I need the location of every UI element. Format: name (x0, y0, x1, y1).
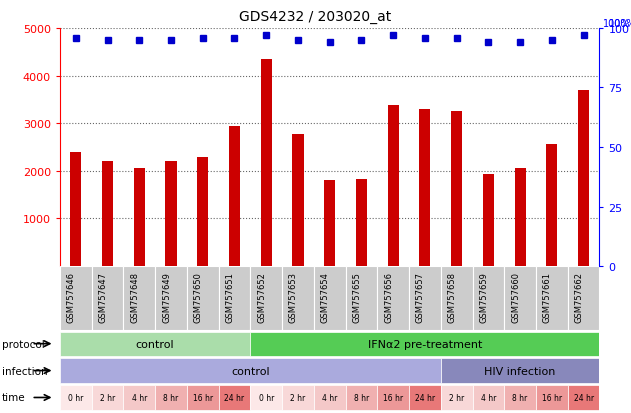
Text: 4 hr: 4 hr (132, 393, 147, 402)
Text: GSM757661: GSM757661 (543, 271, 552, 323)
Bar (514, 169, 526, 266)
FancyBboxPatch shape (187, 266, 218, 330)
Text: 8 hr: 8 hr (354, 393, 369, 402)
Text: 0 hr: 0 hr (68, 393, 83, 402)
Text: 0 hr: 0 hr (259, 393, 274, 402)
Text: GSM757654: GSM757654 (321, 271, 329, 322)
Text: GSM757646: GSM757646 (67, 271, 76, 323)
FancyBboxPatch shape (568, 385, 599, 410)
Text: 24 hr: 24 hr (415, 393, 435, 402)
FancyBboxPatch shape (124, 385, 155, 410)
Bar (546, 144, 557, 266)
FancyBboxPatch shape (124, 266, 155, 330)
Text: 24 hr: 24 hr (225, 393, 245, 402)
Bar (229, 126, 240, 266)
Text: GSM757649: GSM757649 (162, 271, 171, 322)
FancyBboxPatch shape (91, 266, 124, 330)
FancyBboxPatch shape (251, 266, 282, 330)
Text: GDS4232 / 203020_at: GDS4232 / 203020_at (239, 10, 392, 24)
Text: IFNα2 pre-treatment: IFNα2 pre-treatment (368, 339, 482, 349)
FancyBboxPatch shape (346, 266, 377, 330)
FancyBboxPatch shape (536, 266, 568, 330)
Text: 16 hr: 16 hr (542, 393, 562, 402)
Text: 100%: 100% (609, 19, 631, 29)
Text: 4 hr: 4 hr (322, 393, 338, 402)
Text: 8 hr: 8 hr (163, 393, 179, 402)
Bar (198, 158, 208, 266)
Text: GSM757651: GSM757651 (225, 271, 235, 322)
Text: infection: infection (2, 366, 47, 376)
FancyBboxPatch shape (568, 266, 599, 330)
Text: 8 hr: 8 hr (512, 393, 528, 402)
Bar (356, 180, 367, 266)
FancyBboxPatch shape (409, 266, 441, 330)
FancyBboxPatch shape (282, 266, 314, 330)
FancyBboxPatch shape (473, 385, 504, 410)
Bar (387, 106, 399, 266)
FancyBboxPatch shape (60, 385, 91, 410)
FancyBboxPatch shape (282, 385, 314, 410)
FancyBboxPatch shape (155, 266, 187, 330)
Text: time: time (2, 392, 25, 403)
FancyBboxPatch shape (60, 358, 441, 383)
FancyBboxPatch shape (346, 385, 377, 410)
Text: 100%: 100% (603, 19, 630, 29)
Text: GSM757647: GSM757647 (98, 271, 107, 323)
Bar (578, 91, 589, 266)
Text: HIV infection: HIV infection (485, 366, 556, 376)
Text: 4 hr: 4 hr (481, 393, 496, 402)
Text: 16 hr: 16 hr (192, 393, 213, 402)
Text: 16 hr: 16 hr (383, 393, 403, 402)
Text: GSM757656: GSM757656 (384, 271, 393, 323)
FancyBboxPatch shape (441, 266, 473, 330)
FancyBboxPatch shape (377, 385, 409, 410)
Text: GSM757659: GSM757659 (480, 271, 488, 322)
Bar (292, 134, 304, 266)
Text: GSM757662: GSM757662 (575, 271, 584, 323)
FancyBboxPatch shape (251, 385, 282, 410)
Text: control: control (231, 366, 269, 376)
Text: GSM757660: GSM757660 (511, 271, 520, 323)
Text: 2 hr: 2 hr (449, 393, 464, 402)
FancyBboxPatch shape (60, 266, 91, 330)
Text: 24 hr: 24 hr (574, 393, 594, 402)
FancyBboxPatch shape (60, 332, 251, 356)
Text: protocol: protocol (2, 339, 45, 349)
FancyBboxPatch shape (504, 385, 536, 410)
Bar (70, 152, 81, 266)
Text: GSM757648: GSM757648 (130, 271, 139, 323)
Text: control: control (136, 339, 174, 349)
FancyBboxPatch shape (536, 385, 568, 410)
FancyBboxPatch shape (504, 266, 536, 330)
FancyBboxPatch shape (377, 266, 409, 330)
FancyBboxPatch shape (218, 266, 251, 330)
Text: GSM757655: GSM757655 (353, 271, 362, 322)
FancyBboxPatch shape (314, 266, 346, 330)
FancyBboxPatch shape (441, 358, 599, 383)
Text: 2 hr: 2 hr (100, 393, 115, 402)
Bar (134, 169, 145, 266)
FancyBboxPatch shape (473, 266, 504, 330)
Text: GSM757652: GSM757652 (257, 271, 266, 322)
Bar (324, 181, 335, 266)
FancyBboxPatch shape (218, 385, 251, 410)
Bar (102, 162, 113, 266)
FancyBboxPatch shape (251, 332, 599, 356)
Text: GSM757650: GSM757650 (194, 271, 203, 322)
Bar (261, 60, 272, 266)
FancyBboxPatch shape (314, 385, 346, 410)
Bar (420, 109, 430, 266)
Text: GSM757653: GSM757653 (289, 271, 298, 323)
FancyBboxPatch shape (187, 385, 218, 410)
FancyBboxPatch shape (155, 385, 187, 410)
FancyBboxPatch shape (409, 385, 441, 410)
Text: GSM757658: GSM757658 (447, 271, 457, 323)
FancyBboxPatch shape (91, 385, 124, 410)
Bar (165, 162, 177, 266)
Bar (483, 175, 494, 266)
Text: GSM757657: GSM757657 (416, 271, 425, 323)
FancyBboxPatch shape (441, 385, 473, 410)
Bar (451, 112, 462, 266)
Text: 2 hr: 2 hr (290, 393, 305, 402)
